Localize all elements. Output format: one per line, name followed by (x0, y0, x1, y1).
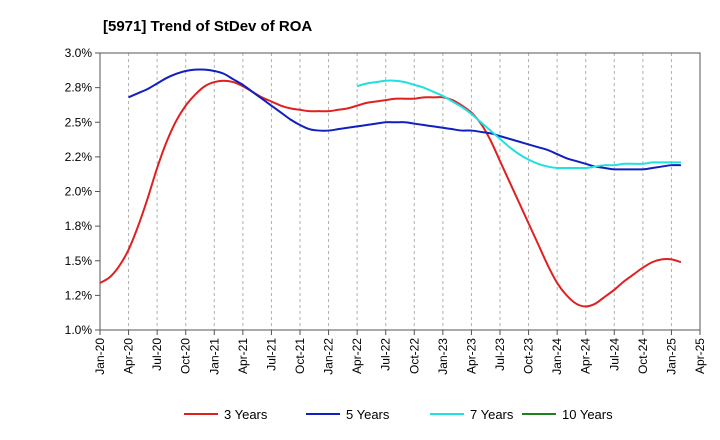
series-line-5-years (128, 68, 681, 171)
x-tick-label: Oct-20 (179, 338, 193, 374)
legend-label: 7 Years (470, 407, 514, 422)
y-tick-label: 2.8% (65, 81, 93, 95)
x-tick-label: Oct-21 (293, 338, 307, 374)
x-tick-label: Apr-20 (122, 338, 136, 374)
y-tick-label: 2.5% (65, 115, 93, 129)
x-tick-label: Apr-24 (579, 338, 593, 374)
x-tick-label: Jan-21 (207, 338, 221, 375)
x-tick-label: Apr-21 (236, 338, 250, 374)
legend: 3 Years 5 Years 7 Years 10 Years (184, 407, 613, 422)
x-tick-label: Oct-24 (636, 338, 650, 374)
legend-label: 10 Years (562, 407, 613, 422)
series-line-3-years (99, 79, 682, 308)
series-line-7-years (356, 79, 681, 170)
chart-title: [5971] Trend of StDev of ROA (103, 18, 312, 35)
grid (99, 53, 701, 330)
legend-label: 3 Years (224, 407, 268, 422)
series-layer (99, 68, 682, 308)
y-tick-label: 1.5% (65, 254, 93, 268)
x-tick-label: Jan-25 (664, 338, 678, 375)
x-tick-label: Oct-23 (522, 338, 536, 374)
x-tick-label: Jul-23 (493, 338, 507, 371)
y-tick-label: 1.0% (65, 323, 93, 337)
x-tick-label: Jan-22 (322, 338, 336, 375)
y-tick-label: 2.2% (65, 150, 93, 164)
plot-frame (99, 52, 701, 331)
x-tick-label: Oct-22 (407, 338, 421, 374)
x-tick-label: Jul-21 (264, 338, 278, 371)
y-tick-label: 3.0% (65, 46, 93, 60)
x-tick-label: Jul-24 (607, 338, 621, 371)
x-tick-label: Apr-23 (464, 338, 478, 374)
x-tick-label: Jan-23 (436, 338, 450, 375)
x-tick-label: Jul-22 (379, 338, 393, 371)
x-tick-label: Jan-24 (550, 338, 564, 375)
legend-label: 5 Years (346, 407, 390, 422)
x-tick-label: Apr-22 (350, 338, 364, 374)
y-tick-label: 1.2% (65, 288, 93, 302)
x-tick-label: Jan-20 (93, 338, 107, 375)
x-tick-label: Apr-25 (693, 338, 707, 374)
y-tick-label: 2.0% (65, 185, 93, 199)
x-tick-label: Jul-20 (150, 338, 164, 371)
x-axis: Jan-20 Apr-20 Jul-20 Oct-20 Jan-21 Apr-21 Jul-… (93, 330, 707, 375)
y-tick-label: 1.8% (65, 219, 93, 233)
y-axis: 1.0% 1.2% 1.5% 1.8% 2.0% 2.2% 2.5% 2.8% 3.0% (65, 46, 100, 337)
